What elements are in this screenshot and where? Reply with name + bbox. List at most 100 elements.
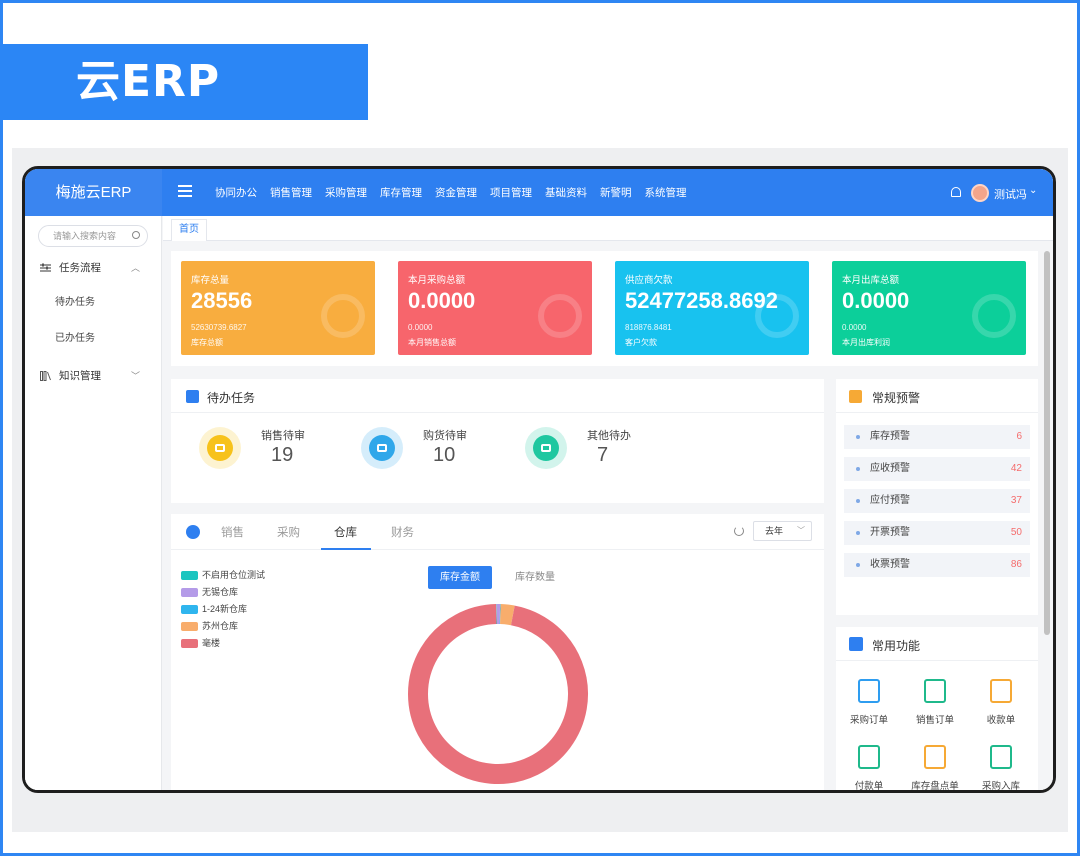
top-bar: 梅施云ERP 协同办公 销售管理 采购管理 库存管理 资金管理 项目管理 基础资…: [25, 169, 1053, 216]
legend-item[interactable]: 毫楼: [181, 637, 265, 654]
alert-label: 开票预警: [870, 527, 910, 538]
stat-label: 本月出库总额: [842, 275, 900, 286]
year-select[interactable]: 去年 ﹀: [753, 521, 812, 541]
library-icon: [40, 371, 51, 381]
func-purchase-inbound[interactable]: 采购入库: [971, 745, 1031, 790]
menu-item-sales[interactable]: 销售管理: [270, 187, 312, 199]
legend-label: 不启用仓位测试: [202, 570, 266, 580]
toggle-stock-quantity[interactable]: 库存数量: [515, 572, 555, 583]
pending-count: 10: [433, 444, 456, 466]
menu-item-collab[interactable]: 协同办公: [215, 187, 257, 199]
scrollbar[interactable]: [1044, 251, 1050, 635]
stat-sub-label: 库存总额: [191, 338, 223, 347]
pending-item-other[interactable]: 其他待办 7: [525, 427, 685, 487]
func-sales-order[interactable]: 销售订单: [905, 679, 965, 733]
search-input[interactable]: 请输入搜索内容: [38, 225, 148, 247]
alert-label: 应收预警: [870, 463, 910, 474]
legend-swatch: [181, 605, 198, 614]
alert-row[interactable]: 收票预警 86: [844, 553, 1030, 577]
alert-count: 37: [1010, 495, 1022, 506]
func-payment[interactable]: 付款单: [839, 745, 899, 790]
alert-count: 6: [1016, 431, 1022, 442]
pending-circle: [525, 427, 567, 469]
tab-sales[interactable]: 销售: [221, 527, 244, 539]
donut-chart: [408, 604, 588, 784]
coin-icon: [321, 294, 365, 338]
avatar[interactable]: [971, 184, 989, 202]
stat-value: 0.0000: [408, 288, 476, 313]
stat-card-purchase[interactable]: 本月采购总额 0.0000 0.0000 本月销售总额: [398, 261, 592, 355]
chevron-up-icon: ︿: [131, 263, 141, 273]
legend-item[interactable]: 1-24新仓库: [181, 603, 265, 620]
chart-legend: 不启用仓位测试 无锡仓库 1-24新仓库 苏州仓库 毫楼: [181, 569, 265, 654]
user-name[interactable]: 测试冯: [994, 189, 1027, 201]
stat-card-supplier-debt[interactable]: 供应商欠款 52477258.8692 818876.8481 客户欠款: [615, 261, 809, 355]
alert-row[interactable]: 应收预警 42: [844, 457, 1030, 481]
legend-item[interactable]: 无锡仓库: [181, 586, 265, 603]
stats-panel: 库存总量 28556 52630739.6827 库存总额 本月采购总额 0.0…: [171, 251, 1038, 366]
app-logo[interactable]: 梅施云ERP: [25, 169, 162, 216]
legend-item[interactable]: 苏州仓库: [181, 620, 265, 637]
tab-purchase[interactable]: 采购: [277, 527, 300, 539]
sidebar-item-workflow[interactable]: 任务流程 ︿: [25, 258, 162, 278]
func-label: 采购订单: [849, 715, 888, 726]
stat-card-outbound[interactable]: 本月出库总额 0.0000 0.0000 本月出库利润: [832, 261, 1026, 355]
panel-header: 待办任务: [171, 379, 824, 413]
legend-label: 毫楼: [202, 638, 221, 648]
menu-item-purchase[interactable]: 采购管理: [325, 187, 367, 199]
stat-value: 0.0000: [842, 288, 910, 313]
func-purchase-order[interactable]: 采购订单: [839, 679, 899, 733]
menu-item-projects[interactable]: 项目管理: [490, 187, 532, 199]
sidebar-item-done[interactable]: 已办任务: [25, 329, 162, 349]
sidebar: 请输入搜索内容 任务流程 ︿ 待办任务 已办任务: [25, 216, 162, 790]
chevron-down-icon[interactable]: ⌄: [1029, 185, 1038, 196]
menu-item-funds[interactable]: 资金管理: [435, 187, 477, 199]
stat-label: 供应商欠款: [625, 275, 673, 286]
func-stocktake[interactable]: 库存盘点单: [905, 745, 965, 790]
tab-warehouse[interactable]: 仓库: [334, 527, 357, 539]
alert-row[interactable]: 库存预警 6: [844, 425, 1030, 449]
pie-icon: [186, 525, 200, 539]
donut-slice[interactable]: [499, 604, 515, 626]
bell-icon[interactable]: [951, 187, 961, 197]
hamburger-icon[interactable]: [178, 185, 192, 197]
grid-icon: [849, 637, 863, 651]
pending-item-purchase[interactable]: 购货待审 10: [361, 427, 521, 487]
stat-sub-label: 客户欠款: [625, 338, 657, 347]
chevron-down-icon: ﹀: [797, 526, 805, 535]
sidebar-item-label: 待办任务: [55, 297, 95, 308]
tab-finance[interactable]: 财务: [391, 527, 414, 539]
chart-tabs: 销售 采购 仓库 财务 去年 ﹀: [171, 514, 824, 550]
legend-item[interactable]: 不启用仓位测试: [181, 569, 265, 586]
dot-icon: [856, 563, 860, 567]
stat-value: 52477258.8692: [625, 288, 778, 313]
alert-row[interactable]: 开票预警 50: [844, 521, 1030, 545]
donut-slice[interactable]: [408, 604, 588, 784]
sidebar-item-knowledge[interactable]: 知识管理 ﹀: [25, 366, 162, 386]
pending-label: 销售待审: [261, 430, 305, 442]
panel-header: 常用功能: [836, 627, 1038, 661]
tab-home[interactable]: 首页: [171, 219, 207, 241]
menu-item-inventory[interactable]: 库存管理: [380, 187, 422, 199]
pending-count: 7: [597, 444, 609, 466]
refresh-icon[interactable]: [734, 526, 744, 536]
chart-icon: [972, 294, 1016, 338]
pending-item-sales[interactable]: 销售待审 19: [199, 427, 359, 487]
money-icon: [755, 294, 799, 338]
alert-row[interactable]: 应付预警 37: [844, 489, 1030, 513]
menu-item-system[interactable]: 系统管理: [644, 187, 687, 199]
cube-icon: [186, 390, 199, 403]
alert-count: 86: [1010, 559, 1022, 570]
menu-item-basic-data[interactable]: 基础资料: [545, 187, 587, 199]
functions-panel: 常用功能 采购订单 销售订单 收款单 付款单 库存盘点单 采购入库: [836, 627, 1038, 790]
menu-item-new[interactable]: 新警明: [600, 187, 632, 199]
toggle-stock-amount[interactable]: 库存金额: [428, 566, 492, 589]
sidebar-item-todo[interactable]: 待办任务: [25, 293, 162, 313]
func-receipt[interactable]: 收款单: [971, 679, 1031, 733]
legend-swatch: [181, 622, 198, 631]
search-icon[interactable]: [132, 231, 140, 239]
stat-card-stock[interactable]: 库存总量 28556 52630739.6827 库存总额: [181, 261, 375, 355]
invoice-icon: [924, 679, 946, 703]
search-placeholder: 请输入搜索内容: [53, 231, 117, 241]
